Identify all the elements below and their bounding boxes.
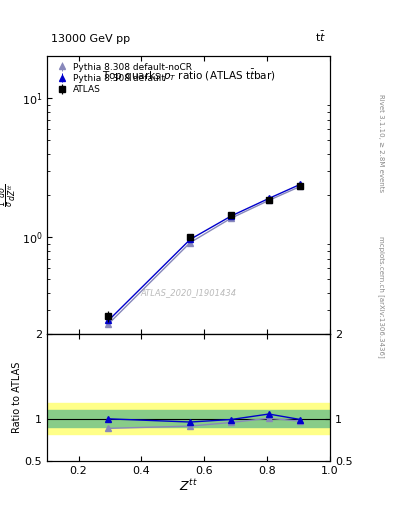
- X-axis label: $Z^{tt}$: $Z^{tt}$: [179, 478, 198, 494]
- Bar: [47, 403, 330, 434]
- Text: 13000 GeV pp: 13000 GeV pp: [51, 33, 130, 44]
- Y-axis label: Ratio to ATLAS: Ratio to ATLAS: [12, 362, 22, 433]
- Legend: Pythia 8.308 default-noCR, Pythia 8.308 default, ATLAS: Pythia 8.308 default-noCR, Pythia 8.308 …: [51, 61, 194, 96]
- Text: ATLAS_2020_I1901434: ATLAS_2020_I1901434: [141, 288, 237, 297]
- Bar: [47, 410, 330, 427]
- Y-axis label: $\frac{1}{\sigma}\frac{d\sigma}{dZ^{tt}}$: $\frac{1}{\sigma}\frac{d\sigma}{dZ^{tt}}…: [0, 183, 19, 207]
- Text: t$\bar{t}$: t$\bar{t}$: [315, 29, 326, 44]
- Text: mcplots.cern.ch [arXiv:1306.3436]: mcplots.cern.ch [arXiv:1306.3436]: [378, 236, 385, 358]
- Text: Rivet 3.1.10, ≥ 2.8M events: Rivet 3.1.10, ≥ 2.8M events: [378, 94, 384, 193]
- Text: Top quarks $p_T$ ratio (ATLAS t$\bar{t}$bar): Top quarks $p_T$ ratio (ATLAS t$\bar{t}$…: [102, 68, 275, 83]
